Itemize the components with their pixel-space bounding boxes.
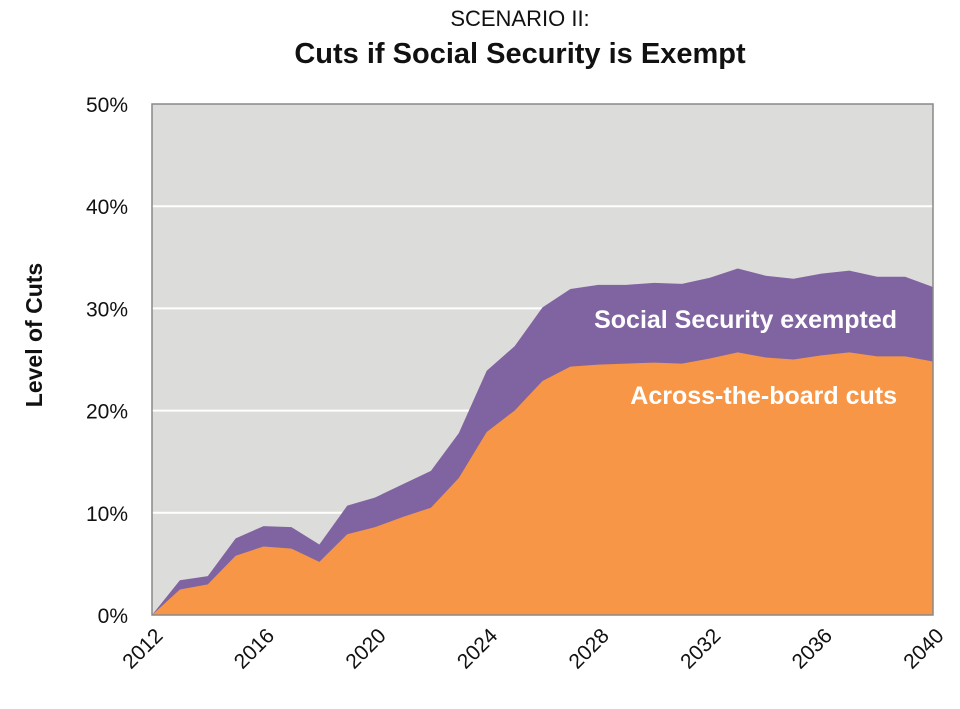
chart-subtitle: SCENARIO II:: [450, 6, 590, 31]
y-tick-label: 30%: [86, 298, 128, 321]
x-tick-label: 2040: [899, 624, 948, 673]
y-tick-label: 50%: [86, 94, 128, 117]
y-tick-label: 0%: [98, 605, 128, 628]
series-label-across-the-board: Across-the-board cuts: [630, 382, 897, 410]
x-tick-label: 2012: [118, 624, 167, 673]
x-tick-label: 2016: [230, 624, 279, 673]
y-axis-label: Level of Cuts: [21, 263, 47, 407]
y-tick-label: 20%: [86, 401, 128, 424]
x-tick-label: 2032: [676, 624, 725, 673]
y-tick-label: 40%: [86, 196, 128, 219]
plot-frame: [151, 103, 934, 616]
series-label-social-security-exempted: Social Security exempted: [594, 306, 897, 334]
area-across-the-board: [152, 352, 933, 615]
x-tick-label: 2028: [565, 624, 614, 673]
y-tick-label: 10%: [86, 503, 128, 526]
chart-title: Cuts if Social Security is Exempt: [294, 38, 746, 70]
x-tick-label: 2020: [341, 624, 390, 673]
x-tick-label: 2036: [788, 624, 837, 673]
x-tick-label: 2024: [453, 624, 503, 674]
